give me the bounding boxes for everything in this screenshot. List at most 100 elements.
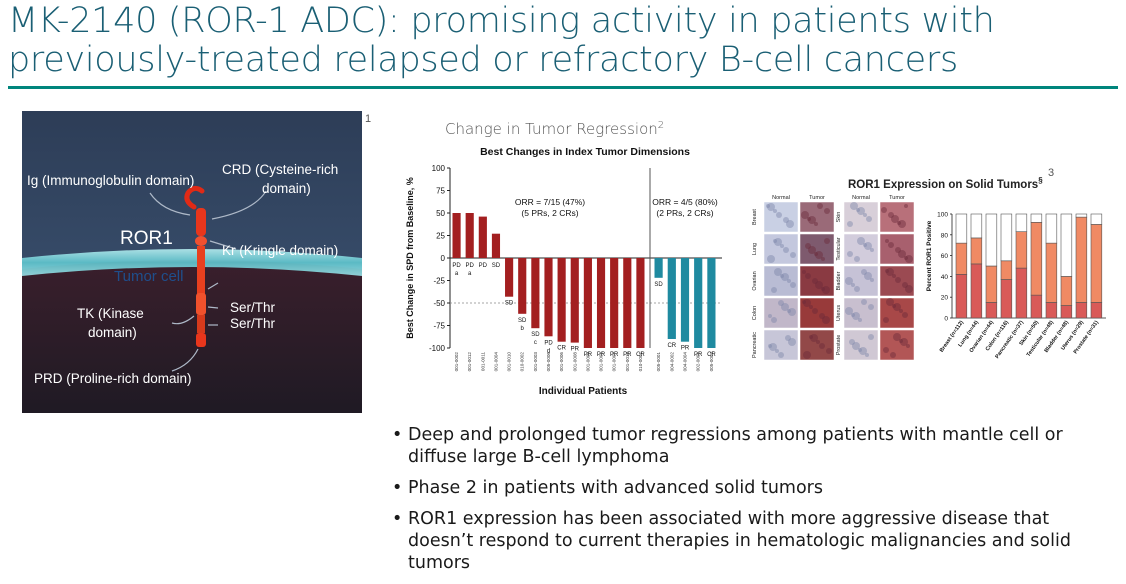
histology-image-tile xyxy=(879,297,915,329)
histology-image-tile xyxy=(843,201,879,233)
histology-texture xyxy=(858,348,862,352)
histology-texture xyxy=(868,334,874,340)
waterfall-patient-id: 005-0006 xyxy=(546,352,551,372)
expression-ylabel: Percent ROR1 Positive xyxy=(926,220,933,291)
bullet-item: ROR1 expression has been associated with… xyxy=(392,508,1092,574)
expression-bar-segment xyxy=(1030,222,1043,296)
histology-texture xyxy=(870,278,874,282)
histology-texture xyxy=(812,278,818,284)
group1-annotation-line2: (5 PRs, 2 CRs) xyxy=(521,208,578,218)
histology-texture xyxy=(888,212,894,218)
waterfall-patient-id: 004-0002 xyxy=(669,352,674,372)
waterfall-patient-id: 005-0001 xyxy=(656,352,661,372)
ser-thr-label-1: Ser/Thr xyxy=(230,300,276,315)
histology-image-tile xyxy=(799,201,835,233)
expression-y-tick-label: 20 xyxy=(941,295,949,302)
expression-bar-segment xyxy=(1060,305,1073,319)
histology-texture xyxy=(897,221,901,225)
histology-texture xyxy=(814,222,818,226)
expression-bar-segment xyxy=(970,237,983,265)
histology-image-tile xyxy=(763,297,799,329)
waterfall-patient-id: 001-0004 xyxy=(493,352,498,372)
histology-texture xyxy=(771,287,777,293)
histology-texture xyxy=(817,203,823,209)
waterfall-bar xyxy=(596,258,606,348)
histology-texture xyxy=(845,277,853,285)
histology-texture xyxy=(824,208,830,214)
histology-column-header: Tumor xyxy=(889,195,905,201)
histology-image-grid: Normal Tumor Normal Tumor Breast Skin Lung Test… xyxy=(752,195,915,361)
histology-tissue-label: Uterus xyxy=(836,305,842,321)
group2-annotation-line1: ORR = 4/5 (80%) xyxy=(652,197,718,207)
histology-texture xyxy=(883,347,889,353)
waterfall-y-tick-label: -25 xyxy=(433,277,445,286)
histology-texture xyxy=(767,203,775,211)
waterfall-y-tick-label: 50 xyxy=(436,209,445,218)
diagram-footnote: 1 xyxy=(365,113,372,125)
waterfall-response-label: c xyxy=(534,340,537,346)
histology-texture xyxy=(866,216,872,222)
waterfall-response-label: PR xyxy=(681,346,690,352)
histology-image-tile xyxy=(763,201,799,233)
waterfall-patient-id: 001-0003 xyxy=(533,352,538,372)
expression-y-tick-label: 100 xyxy=(937,212,948,219)
bullet-item: Deep and prolonged tumor regressions amo… xyxy=(392,424,1092,468)
waterfall-y-tick-label: 0 xyxy=(441,254,446,263)
histology-texture xyxy=(778,300,784,306)
waterfall-y-tick-label: -50 xyxy=(433,299,445,308)
histology-texture xyxy=(781,303,789,311)
histology-texture xyxy=(847,251,853,257)
histology-texture xyxy=(790,252,796,258)
waterfall-bar xyxy=(544,258,553,337)
histology-texture xyxy=(898,250,906,258)
histology-tissue-label: Bladder xyxy=(836,271,842,290)
histology-texture xyxy=(766,204,770,208)
waterfall-response-label: SD xyxy=(531,332,540,338)
waterfall-xlabel: Individual Patients xyxy=(539,386,628,397)
waterfall-bar xyxy=(491,233,501,258)
histology-texture xyxy=(768,344,772,348)
histology-texture xyxy=(861,269,867,275)
waterfall-heading-sup: 2 xyxy=(657,120,665,131)
histology-texture xyxy=(814,252,818,256)
histology-texture xyxy=(812,308,818,314)
histology-texture xyxy=(776,212,782,218)
expression-bar-segment xyxy=(1090,302,1103,319)
expression-bar-segment xyxy=(1030,213,1043,223)
waterfall-patient-id: 001-0009 xyxy=(585,352,590,372)
waterfall-y-tick-label: -100 xyxy=(429,344,446,353)
histology-image-tile xyxy=(879,329,915,361)
histology-image-tile xyxy=(879,265,915,297)
waterfall-response-label: SD xyxy=(518,318,527,324)
expression-title-text: ROR1 Expression on Solid Tumors xyxy=(848,178,1039,191)
histology-texture xyxy=(819,313,825,319)
waterfall-response-label: a xyxy=(468,271,472,277)
expression-title: ROR1 Expression on Solid Tumors§ xyxy=(848,176,1043,191)
tk-domain-label-line1: TK (Kinase xyxy=(77,306,144,321)
histology-texture xyxy=(893,333,901,341)
histology-texture xyxy=(809,335,813,339)
histology-texture xyxy=(809,305,813,309)
histology-texture xyxy=(767,255,775,263)
histology-texture xyxy=(888,242,894,248)
histology-texture xyxy=(783,217,789,223)
histology-texture xyxy=(801,211,809,219)
waterfall-y-tick-label: 75 xyxy=(436,187,445,196)
tumor-cell-label: Tumor cell xyxy=(114,268,183,285)
histology-texture xyxy=(892,274,896,278)
histology-texture xyxy=(803,299,811,307)
expression-bar-segment xyxy=(955,213,968,244)
ror1-label: ROR1 xyxy=(120,228,173,249)
waterfall-patient-id: 001-0001 xyxy=(599,352,604,372)
waterfall-response-label: SD xyxy=(492,263,501,269)
histology-texture xyxy=(826,348,832,354)
histology-column-header: Normal xyxy=(852,195,870,201)
histology-texture xyxy=(773,209,777,213)
waterfall-response-label: b xyxy=(521,326,525,332)
histology-texture xyxy=(810,334,818,342)
waterfall-bar xyxy=(518,258,527,314)
histology-texture xyxy=(904,256,908,260)
waterfall-patient-id: 001-0006 xyxy=(559,352,564,372)
ror1-receptor xyxy=(184,185,207,347)
histology-texture xyxy=(895,277,901,283)
